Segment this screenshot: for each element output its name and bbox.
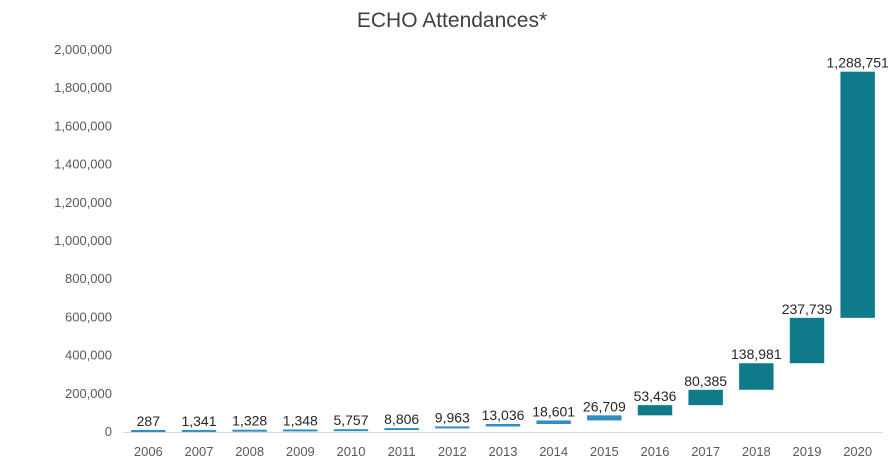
bar xyxy=(688,389,723,406)
y-tick-label: 600,000 xyxy=(65,309,112,324)
y-tick-label: 1,200,000 xyxy=(54,195,112,210)
x-tick-label: 2007 xyxy=(185,444,214,459)
x-tick-label: 2012 xyxy=(438,444,467,459)
x-tick-label: 2008 xyxy=(235,444,264,459)
data-label: 5,757 xyxy=(333,412,368,428)
data-label: 9,963 xyxy=(435,409,470,425)
x-tick-label: 2018 xyxy=(742,444,771,459)
bar xyxy=(789,317,825,364)
bar xyxy=(232,429,267,432)
y-tick-label: 1,000,000 xyxy=(54,233,112,248)
bar xyxy=(485,424,521,427)
x-axis-ticks: 2006 2007 2008 2009 2010 2011 2012 2013 2014 2015… xyxy=(134,444,872,459)
data-label: 287 xyxy=(137,413,161,429)
x-tick-label: 2006 xyxy=(134,444,163,459)
y-tick-label: 2,000,000 xyxy=(54,42,112,57)
data-label: 138,981 xyxy=(731,346,782,362)
bar xyxy=(536,420,571,425)
data-label: 1,348 xyxy=(283,412,318,428)
y-tick-label: 800,000 xyxy=(65,271,112,286)
data-label: 53,436 xyxy=(634,388,677,404)
x-tick-label: 2011 xyxy=(388,444,416,459)
x-tick-label: 2014 xyxy=(539,444,568,459)
y-tick-label: 400,000 xyxy=(65,348,112,363)
bar xyxy=(384,428,419,431)
y-axis-ticks: 0 200,000 400,000 600,000 800,000 1,000,000 1,… xyxy=(54,42,112,439)
y-tick-label: 1,800,000 xyxy=(54,80,112,95)
bar xyxy=(587,415,622,421)
y-tick-label: 0 xyxy=(105,424,112,439)
x-tick-label: 2017 xyxy=(691,444,720,459)
bar xyxy=(181,429,217,432)
y-tick-label: 1,400,000 xyxy=(54,157,112,172)
bar xyxy=(739,363,774,390)
bar xyxy=(131,430,166,432)
bar xyxy=(637,405,673,416)
x-tick-label: 2015 xyxy=(590,444,619,459)
data-label: 1,328 xyxy=(232,413,267,429)
y-tick-label: 1,600,000 xyxy=(54,118,112,133)
x-tick-label: 2020 xyxy=(843,444,872,459)
chart-title: ECHO Attendances* xyxy=(357,9,547,32)
data-label: 26,709 xyxy=(583,398,626,414)
x-tick-label: 2016 xyxy=(641,444,670,459)
data-label: 237,739 xyxy=(782,301,833,317)
x-tick-label: 2010 xyxy=(337,444,366,459)
x-tick-label: 2019 xyxy=(793,444,822,459)
x-tick-label: 2009 xyxy=(286,444,315,459)
x-tick-label: 2013 xyxy=(489,444,518,459)
bar xyxy=(840,71,875,318)
data-label: 80,385 xyxy=(684,373,727,389)
bar xyxy=(435,426,470,429)
bars xyxy=(131,71,875,432)
data-label: 8,806 xyxy=(384,411,419,427)
data-labels: 287 1,341 1,328 1,348 5,757 8,806 9,963 13,036 1… xyxy=(137,55,889,429)
bar xyxy=(333,429,369,432)
y-tick-label: 200,000 xyxy=(65,386,112,401)
bar xyxy=(283,429,318,432)
data-label: 1,288,751 xyxy=(827,55,889,71)
data-label: 1,341 xyxy=(181,413,216,429)
data-label: 18,601 xyxy=(532,403,575,419)
data-label: 13,036 xyxy=(482,407,525,423)
